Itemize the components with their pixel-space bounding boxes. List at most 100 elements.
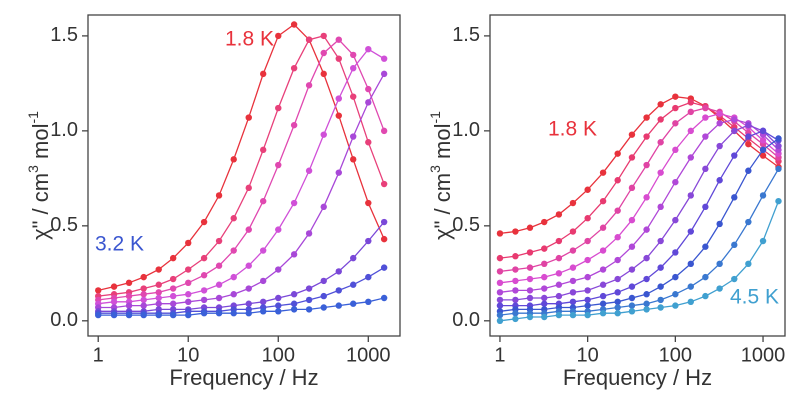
data-point — [702, 292, 709, 300]
annotation: 1.8 K — [548, 118, 597, 141]
data-point — [215, 237, 223, 245]
data-point — [555, 281, 563, 288]
data-point — [672, 216, 679, 224]
data-point — [259, 70, 267, 78]
data-point — [599, 247, 607, 254]
data-point — [245, 226, 252, 233]
data-point — [185, 298, 192, 306]
data-point — [275, 226, 282, 233]
data-point — [350, 254, 357, 262]
data-point — [687, 298, 694, 306]
data-point — [731, 127, 738, 135]
data-point — [584, 302, 591, 309]
data-point — [512, 266, 519, 273]
data-point — [657, 296, 664, 304]
data-point — [275, 294, 282, 302]
data-point — [496, 230, 504, 237]
data-point — [512, 296, 519, 304]
data-point — [687, 127, 694, 135]
data-point — [320, 203, 327, 211]
data-point — [731, 241, 738, 249]
data-point — [169, 275, 177, 283]
data-point — [185, 266, 192, 273]
data-point — [496, 279, 504, 287]
data-point — [526, 224, 534, 231]
data-point — [599, 224, 607, 231]
data-point — [259, 146, 267, 154]
data-point — [614, 177, 621, 184]
data-point — [320, 131, 327, 138]
data-point — [320, 32, 327, 40]
data-point — [657, 203, 664, 211]
data-point — [628, 302, 636, 309]
data-point — [569, 277, 577, 285]
series-line — [98, 48, 385, 305]
data-point — [541, 245, 548, 252]
data-point — [657, 101, 664, 108]
y-tick-label: 1.0 — [50, 119, 78, 141]
data-point — [155, 294, 162, 302]
data-point — [350, 64, 357, 72]
data-point — [380, 218, 388, 226]
data-point — [643, 291, 650, 298]
data-point — [140, 302, 147, 309]
data-point — [702, 104, 709, 112]
data-point — [599, 197, 607, 205]
data-point — [702, 114, 709, 121]
data-point — [643, 133, 650, 140]
data-point — [110, 283, 118, 290]
data-point — [496, 289, 504, 296]
data-point — [614, 310, 621, 317]
data-point — [731, 152, 738, 159]
data-point — [290, 121, 298, 129]
data-point — [125, 279, 133, 287]
data-point — [200, 272, 208, 279]
data-point — [125, 302, 133, 309]
data-point — [657, 264, 664, 271]
data-point — [643, 161, 650, 169]
data-point — [526, 294, 534, 302]
data-point — [290, 300, 298, 307]
y-axis-label-sup: 3 — [25, 165, 41, 173]
data-point — [320, 292, 327, 300]
data-point — [614, 150, 621, 157]
data-point — [350, 51, 357, 59]
data-point — [169, 254, 177, 262]
data-point — [125, 311, 133, 319]
data-point — [350, 93, 357, 100]
data-point — [259, 298, 267, 306]
data-point — [169, 300, 177, 307]
data-point — [245, 184, 252, 192]
data-point — [290, 306, 298, 313]
data-point — [335, 268, 342, 275]
y-tick-label: 0.0 — [50, 309, 78, 331]
data-point — [380, 55, 388, 62]
data-point — [230, 273, 237, 281]
data-point — [380, 127, 388, 135]
data-point — [569, 199, 577, 207]
y-tick-label: 0.5 — [452, 214, 480, 236]
data-point — [657, 116, 664, 123]
x-tick-label: 1000 — [346, 344, 391, 366]
data-point — [731, 116, 738, 123]
data-point — [305, 167, 313, 174]
data-point — [687, 99, 694, 106]
data-point — [365, 139, 372, 146]
data-point — [215, 192, 223, 199]
data-point — [672, 104, 679, 112]
data-point — [496, 296, 504, 304]
data-point — [775, 142, 782, 150]
data-point — [200, 218, 208, 226]
x-tick-label: 1 — [494, 344, 505, 366]
data-point — [541, 313, 548, 321]
data-point — [365, 85, 372, 93]
data-point — [259, 247, 267, 254]
data-point — [555, 254, 563, 262]
y-axis-label-part: χ" / cm — [28, 173, 53, 240]
data-point — [759, 152, 767, 159]
panel: 0.0 0.5 1.0 1.5 1 10 100 1000 Frequency / Hz χ" /… — [25, 14, 401, 390]
data-point — [200, 296, 208, 304]
data-point — [155, 281, 162, 288]
data-point — [716, 142, 723, 150]
data-point — [169, 292, 177, 300]
